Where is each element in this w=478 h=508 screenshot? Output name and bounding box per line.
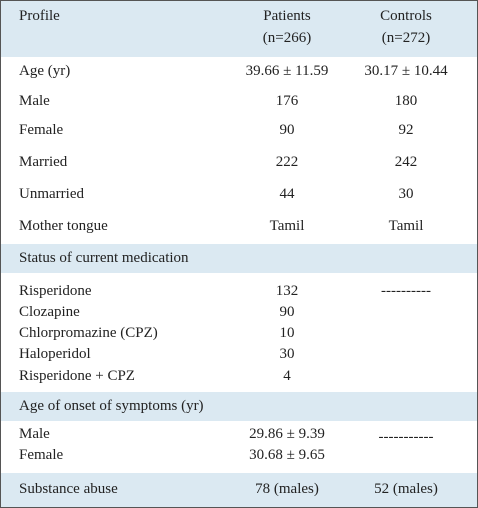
row-label: Risperidone + CPZ [19,368,135,384]
header-cell: Patients [263,8,311,24]
row-label: Female [19,447,64,463]
patients-value: 39.66 ± 11.59 [245,63,329,79]
controls-value: 52 (males) [374,481,438,497]
row-label: Unmarried [19,186,84,202]
row-label: Female [19,122,64,138]
header-cell: (n=266) [262,30,312,46]
row-label: Age (yr) [19,63,71,79]
patients-value: 4 [283,368,291,384]
controls-value: 30.17 ± 10.44 [364,63,448,79]
controls-value: 242 [394,154,418,170]
header-cell: Profile [19,8,60,24]
patients-value: 90 [279,304,295,320]
controls-value: 180 [394,93,418,109]
section-band [1,244,477,273]
header-band [1,1,477,57]
patients-value: 222 [275,154,299,170]
patients-value: Tamil [269,218,305,234]
row-label: Chlorpromazine (CPZ) [19,325,158,341]
patients-value: 90 [279,122,295,138]
controls-value: 30 [398,186,414,202]
patients-value: 10 [279,325,295,341]
section-band [1,392,477,421]
row-label: Substance abuse [19,481,118,497]
section-title: Age of onset of symptoms (yr) [19,398,204,414]
patients-value: 29.86 ± 9.39 [249,426,325,442]
row-label: Clozapine [19,304,80,320]
row-label: Male [19,93,50,109]
patients-value: 176 [275,93,299,109]
header-cell: (n=272) [381,30,431,46]
section-title: Status of current medication [19,250,189,266]
row-label: Risperidone [19,283,92,299]
patients-value: 30.68 ± 9.65 [249,447,325,463]
patients-value: 30 [279,346,295,362]
row-label: Mother tongue [19,218,108,234]
row-label: Haloperidol [19,346,91,362]
header-cell: Controls [380,8,432,24]
row-label: Male [19,426,50,442]
patients-value: 44 [279,186,295,202]
section-band [1,473,477,507]
controls-value: ---------- [381,283,431,299]
controls-value: 92 [398,122,414,138]
patients-value: 78 (males) [255,481,319,497]
controls-value: ----------- [378,429,434,445]
patients-value: 132 [275,283,299,299]
row-label: Married [19,154,68,170]
controls-value: Tamil [388,218,424,234]
